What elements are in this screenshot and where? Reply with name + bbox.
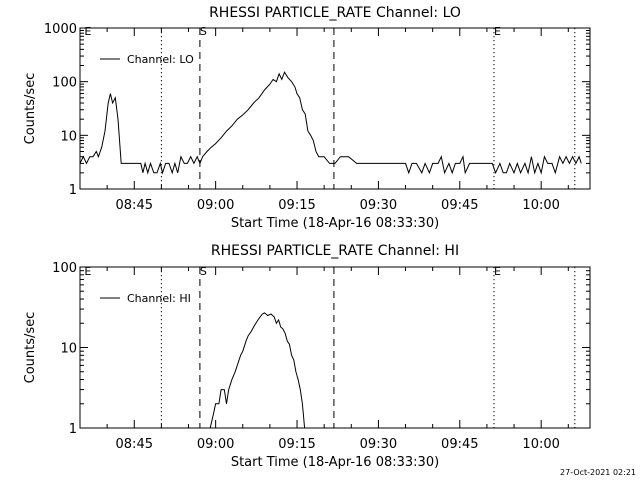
lo-x-tick-label: 09:00 <box>197 198 234 213</box>
hi-x-axis-label: Start Time (18-Apr-16 08:33:30) <box>231 455 439 470</box>
hi-data-series-line <box>209 312 306 429</box>
hi-x-tick-label: 09:00 <box>197 437 234 452</box>
lo-y-tick-label: 1 <box>69 183 77 198</box>
lo-x-tick-label: 08:45 <box>116 198 153 213</box>
hi-time-marker-label: E <box>494 265 501 278</box>
footer-timestamp: 27-Oct-2021 02:21 <box>560 468 636 477</box>
hi-x-tick-label: 09:15 <box>278 437 315 452</box>
lo-data-series-line <box>79 71 582 175</box>
hi-y-tick-label: 1 <box>69 422 77 437</box>
lo-x-tick-label: 09:30 <box>360 198 397 213</box>
lo-x-axis-label: Start Time (18-Apr-16 08:33:30) <box>231 216 439 231</box>
lo-y-tick-label: 100 <box>52 76 77 91</box>
lo-y-axis-label: Counts/sec <box>23 73 38 145</box>
hi-x-tick-label: 09:30 <box>360 437 397 452</box>
lo-time-marker-label: E <box>84 25 91 38</box>
lo-plot-frame <box>79 27 591 190</box>
hi-channel-panel: RHESSI PARTICLE_RATE Channel: HI 1 10 100 08… <box>23 243 591 470</box>
hi-chart-title: RHESSI PARTICLE_RATE Channel: HI <box>211 243 459 259</box>
lo-time-marker-label: E <box>494 25 501 38</box>
hi-y-tick-label: 10 <box>60 342 77 357</box>
lo-legend-label: Channel: LO <box>127 53 194 66</box>
lo-x-tick-label: 09:45 <box>441 198 478 213</box>
hi-x-tick-label: 09:45 <box>441 437 478 452</box>
lo-y-tick-label: 1000 <box>44 22 77 37</box>
lo-y-tick-label: 10 <box>60 129 77 144</box>
hi-x-tick-label: 08:45 <box>116 437 153 452</box>
lo-chart-title: RHESSI PARTICLE_RATE Channel: LO <box>209 5 461 21</box>
lo-x-tick-label: 10:00 <box>522 198 559 213</box>
hi-x-tick-label: 10:00 <box>522 437 559 452</box>
lo-channel-panel: RHESSI PARTICLE_RATE Channel: LO 1 10 100 10… <box>23 5 591 231</box>
hi-y-axis-label: Counts/sec <box>23 312 38 384</box>
lo-time-marker-label: S <box>200 25 207 38</box>
lo-x-tick-label: 09:15 <box>278 198 315 213</box>
hi-time-marker-label: S <box>200 265 207 278</box>
hi-time-marker-label: E <box>84 265 91 278</box>
hi-legend-label: Channel: HI <box>127 292 191 305</box>
hi-y-tick-label: 100 <box>52 261 77 276</box>
